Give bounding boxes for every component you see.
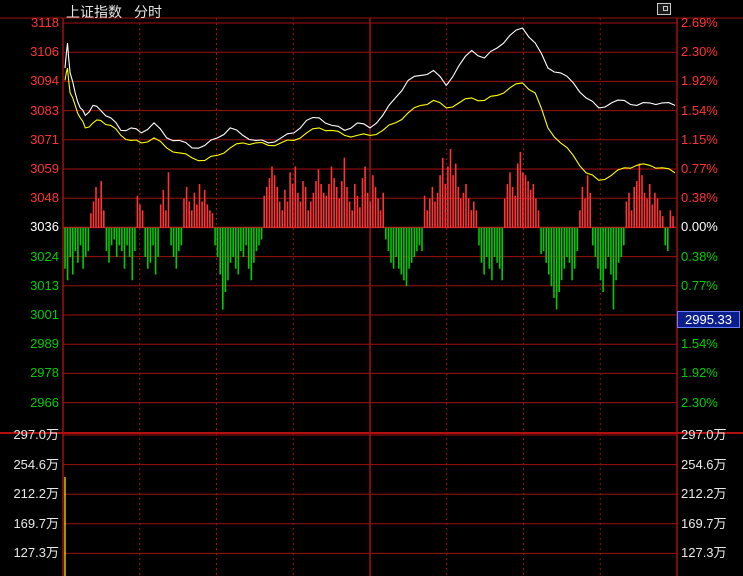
volume-tick-label: 297.0万 bbox=[13, 427, 59, 442]
current-price-tag: 2995.33 bbox=[677, 311, 740, 328]
percent-tick-label: 0.00% bbox=[681, 219, 718, 235]
price-tick-label: 3059 bbox=[30, 161, 59, 176]
percent-tick-label: 0.77% bbox=[681, 277, 718, 293]
price-tick-label: 3118 bbox=[31, 15, 59, 30]
volume-bars bbox=[64, 476, 66, 576]
percent-tick-label: 1.54% bbox=[681, 336, 718, 352]
price-tick-label: 2978 bbox=[30, 365, 59, 381]
price-tick-label: 2989 bbox=[30, 336, 59, 352]
percent-tick-label: 1.15% bbox=[681, 131, 718, 147]
volume-tick-label: 297.0万 bbox=[681, 427, 727, 442]
volume-tick-label: 254.6万 bbox=[681, 456, 727, 472]
price-tick-label: 2966 bbox=[30, 394, 59, 410]
volume-tick-label: 169.7万 bbox=[13, 515, 59, 531]
maximize-icon[interactable] bbox=[657, 3, 671, 15]
volume-tick-label: 169.7万 bbox=[681, 515, 727, 531]
percent-tick-label: 1.92% bbox=[681, 365, 718, 381]
average-price-line bbox=[64, 67, 676, 181]
percent-tick-label: 1.54% bbox=[681, 102, 718, 118]
volume-tick-label: 212.2万 bbox=[13, 486, 59, 502]
percent-tick-label: 0.38% bbox=[681, 248, 718, 264]
price-tick-label: 3001 bbox=[30, 307, 59, 322]
chart-title: 上证指数 分时 bbox=[66, 2, 162, 22]
percent-tick-label: 0.38% bbox=[681, 190, 718, 206]
price-tick-label: 3071 bbox=[30, 131, 59, 147]
percent-tick-label: 0.77% bbox=[681, 161, 718, 176]
price-tick-label: 3013 bbox=[30, 277, 59, 293]
volume-tick-label: 254.6万 bbox=[13, 456, 59, 472]
index-name: 上证指数 bbox=[66, 5, 122, 21]
price-tick-label: 3083 bbox=[30, 102, 59, 118]
view-mode[interactable]: 分时 bbox=[134, 5, 162, 21]
percent-tick-label: 2.69% bbox=[681, 15, 718, 30]
price-tick-label: 3048 bbox=[30, 190, 59, 206]
pressure-bars bbox=[64, 148, 674, 310]
percent-tick-label: 1.92% bbox=[681, 73, 718, 89]
volume-tick-label: 127.3万 bbox=[681, 545, 727, 561]
grid-lines bbox=[0, 17, 743, 576]
price-lines bbox=[64, 27, 676, 181]
price-tick-label: 3024 bbox=[30, 248, 59, 264]
volume-tick-label: 212.2万 bbox=[681, 486, 727, 502]
price-tick-label: 3094 bbox=[30, 73, 59, 89]
percent-tick-label: 2.30% bbox=[681, 44, 718, 60]
price-tick-label: 3106 bbox=[30, 44, 59, 60]
percent-tick-label: 2.30% bbox=[681, 394, 718, 410]
price-tick-label: 3036 bbox=[30, 219, 59, 235]
volume-tick-label: 127.3万 bbox=[13, 545, 59, 561]
price-line bbox=[64, 27, 676, 149]
